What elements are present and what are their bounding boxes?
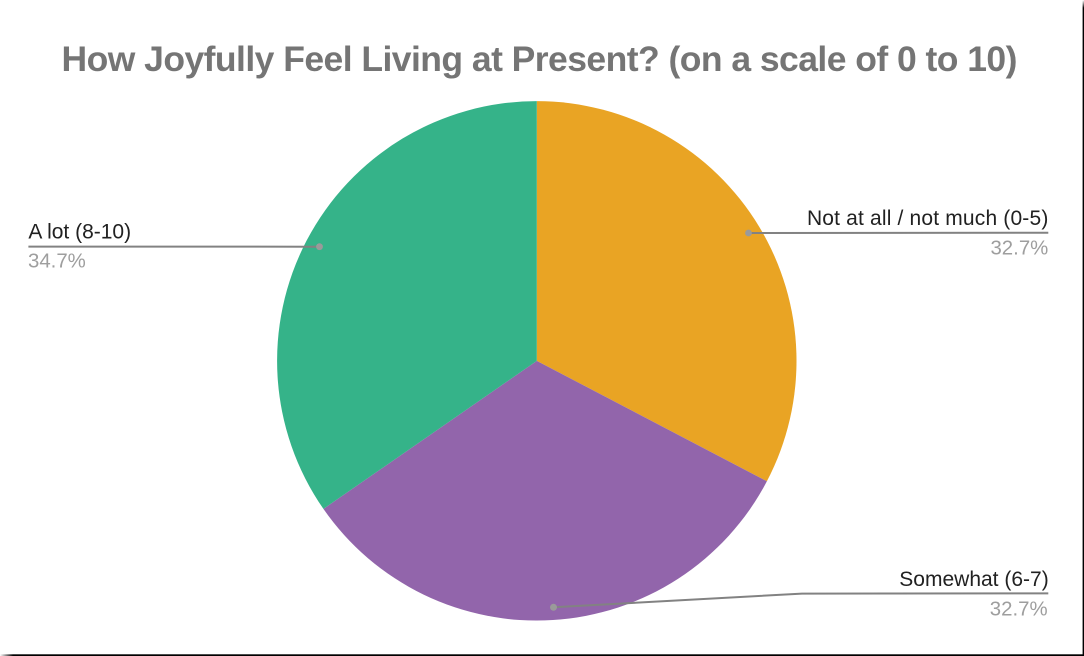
svg-text:A lot (8-10): A lot (8-10)	[28, 220, 131, 243]
svg-text:How Joyfully Feel Living at Pr: How Joyfully Feel Living at Present? (on…	[62, 39, 1017, 79]
svg-text:34.7%: 34.7%	[28, 251, 86, 273]
svg-text:Somewhat (6-7): Somewhat (6-7)	[899, 568, 1048, 591]
svg-text:32.7%: 32.7%	[990, 598, 1048, 620]
svg-text:Not at all / not much (0-5): Not at all / not much (0-5)	[807, 207, 1049, 230]
svg-text:32.7%: 32.7%	[990, 237, 1048, 259]
